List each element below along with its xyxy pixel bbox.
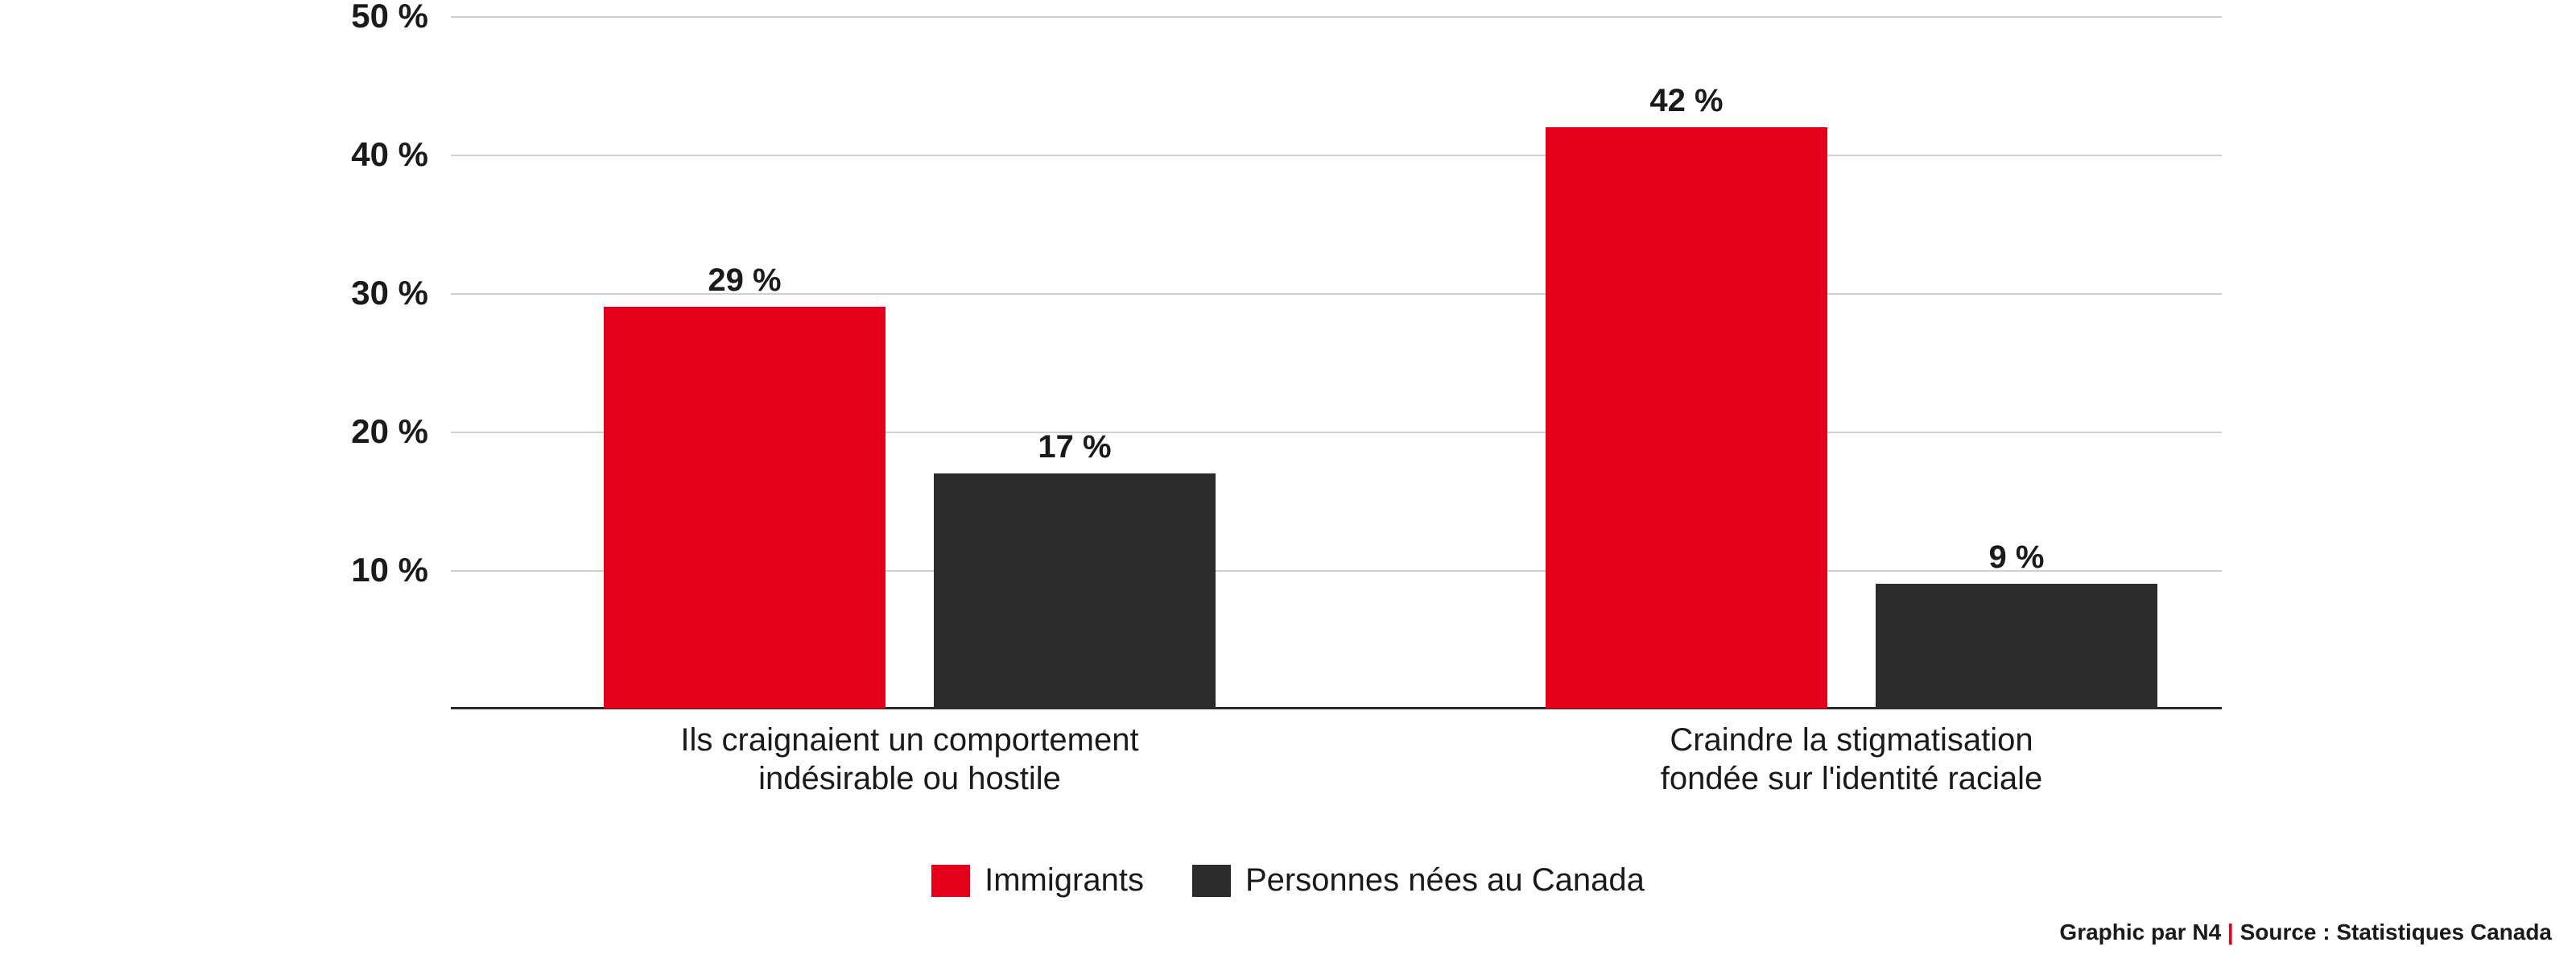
- y-tick-label: 40 %: [322, 135, 443, 174]
- bar-value-label: 9 %: [1876, 539, 2157, 576]
- y-tick-label: 10 %: [322, 551, 443, 589]
- credit-separator: |: [2221, 920, 2240, 944]
- credit-author: Graphic par N4: [2059, 920, 2221, 944]
- bar-value-label: 29 %: [604, 262, 886, 299]
- category-label: Craindre la stigmatisation fondée sur l'…: [1449, 721, 2254, 798]
- bar-canada-g2: 9 %: [1876, 584, 2157, 709]
- category-label-line: fondée sur l'identité raciale: [1661, 761, 2043, 796]
- bar-value-label: 42 %: [1546, 83, 1827, 119]
- gridline: [451, 16, 2222, 18]
- bar-immigrants-g2: 42 %: [1546, 127, 1827, 709]
- legend-label: Immigrants: [985, 862, 1144, 899]
- legend: Immigrants Personnes nées au Canada: [0, 862, 2576, 899]
- source-credit: Graphic par N4 | Source : Statistiques C…: [2059, 920, 2552, 945]
- plot-area: 29 % 17 % 42 % 9 % Ils craignaient un co…: [451, 16, 2222, 709]
- bar-canada-g1: 17 %: [934, 473, 1216, 709]
- gridline: [451, 155, 2222, 156]
- y-tick-label: 50 %: [322, 0, 443, 35]
- category-label-line: indésirable ou hostile: [758, 761, 1061, 796]
- legend-item: Personnes nées au Canada: [1192, 862, 1645, 899]
- category-label: Ils craignaient un comportement indésira…: [507, 721, 1312, 798]
- y-tick-label: 30 %: [322, 274, 443, 312]
- y-tick-label: 20 %: [322, 412, 443, 451]
- bar-value-label: 17 %: [934, 429, 1216, 465]
- credit-source: Source : Statistiques Canada: [2240, 920, 2552, 944]
- legend-label: Personnes nées au Canada: [1245, 862, 1645, 899]
- legend-item: Immigrants: [931, 862, 1144, 899]
- category-label-line: Craindre la stigmatisation: [1670, 722, 2033, 758]
- legend-swatch: [1192, 865, 1231, 897]
- chart-container: 10 % 20 % 30 % 40 % 50 % 29 % 17 % 42 % …: [322, 16, 2222, 821]
- legend-swatch: [931, 865, 970, 897]
- category-label-line: Ils craignaient un comportement: [680, 722, 1138, 758]
- bar-immigrants-g1: 29 %: [604, 307, 886, 709]
